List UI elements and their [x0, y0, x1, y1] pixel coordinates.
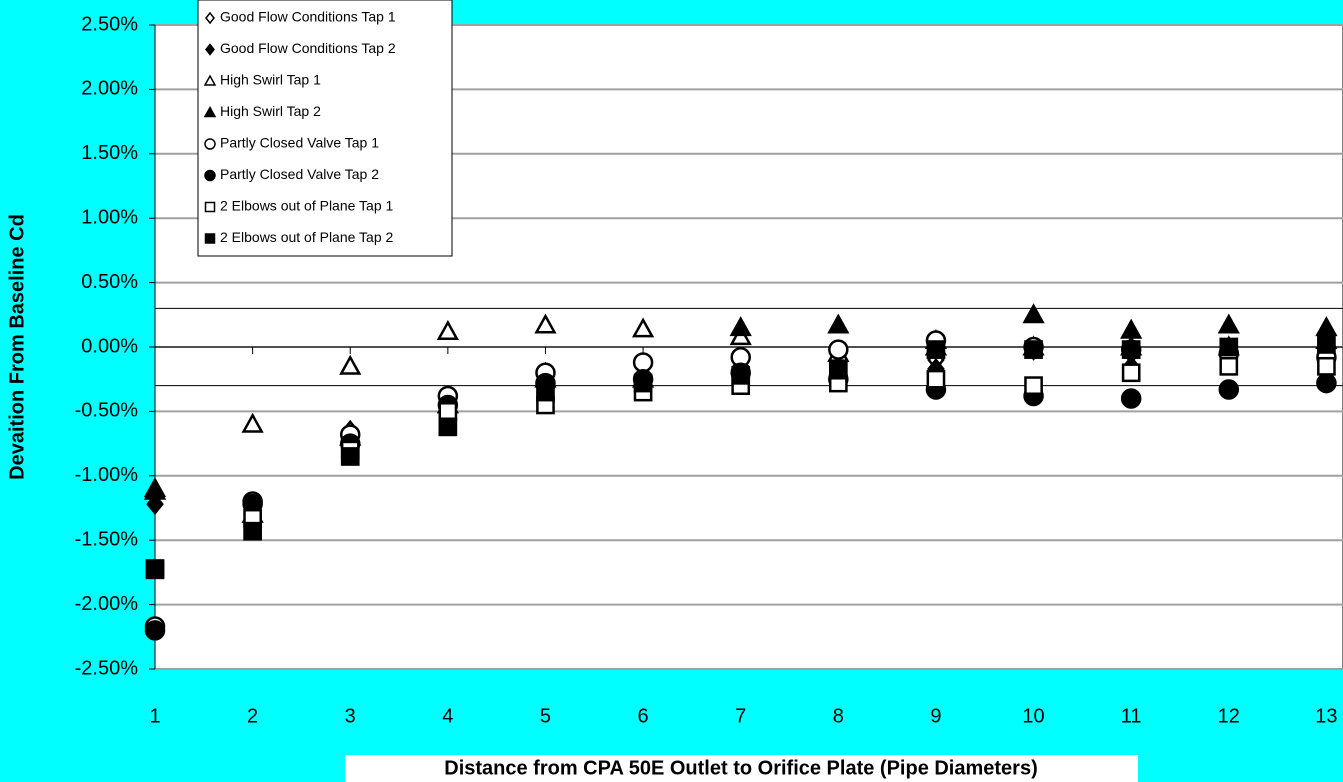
marker	[1219, 337, 1239, 357]
marker	[1317, 335, 1336, 354]
y-tick-label: 1.00%	[81, 206, 138, 228]
legend-label: Good Flow Conditions Tap 2	[220, 40, 396, 56]
legend-label: High Swirl Tap 1	[220, 72, 321, 88]
marker	[1219, 356, 1239, 376]
marker	[241, 412, 264, 433]
x-tick-label: 9	[930, 705, 941, 727]
marker	[1024, 340, 1043, 359]
legend-box	[197, 0, 453, 257]
marker	[243, 521, 262, 541]
y-tick-label: 2.50%	[81, 13, 138, 35]
x-tick-label: 11	[1121, 705, 1142, 727]
x-tick-label: 8	[833, 705, 844, 727]
x-tick-label: 6	[638, 705, 649, 727]
marker	[1217, 313, 1240, 334]
y-axis-title: Devaition From Baseline Cd	[6, 214, 28, 480]
marker	[205, 43, 215, 56]
marker	[1022, 303, 1045, 324]
marker	[438, 417, 458, 437]
marker	[1316, 372, 1337, 394]
x-tick-label: 5	[540, 705, 551, 727]
y-tick-label: -1.50%	[75, 528, 139, 550]
marker	[536, 382, 555, 402]
marker	[632, 352, 654, 373]
marker	[1218, 379, 1240, 400]
legend-label: Partly Closed Valve Tap 1	[220, 135, 379, 151]
marker	[204, 138, 216, 150]
marker	[143, 479, 167, 500]
y-tick-label: -1.00%	[75, 464, 139, 486]
x-axis-title: Distance from CPA 50E Outlet to Orifice …	[444, 757, 1038, 779]
legend-label: High Swirl Tap 2	[220, 103, 321, 119]
legend-label: Partly Closed Valve Tap 2	[220, 166, 379, 182]
marker	[631, 317, 655, 338]
legend: Good Flow Conditions Tap 1 Good Flow Cond…	[197, 0, 453, 257]
x-tick-label: 10	[1022, 705, 1044, 727]
marker	[827, 313, 850, 334]
x-tick-label: 12	[1218, 705, 1240, 727]
y-tick-label: -0.50%	[75, 400, 139, 422]
marker	[729, 316, 752, 337]
marker	[1317, 356, 1336, 376]
marker	[339, 354, 362, 375]
x-tick-label: 1	[149, 705, 160, 727]
y-tick-label: -2.00%	[75, 593, 139, 615]
marker	[1121, 340, 1141, 359]
marker	[438, 402, 458, 421]
marker	[828, 339, 849, 360]
legend-label: 2 Elbows out of Plane Tap 2	[220, 229, 394, 245]
grid: -2.50% -2.00% -1.50% -1.00% -0.50% 0.00% 0.50%…	[75, 13, 1343, 727]
x-tick-label: 3	[345, 705, 356, 727]
marker	[633, 373, 653, 393]
marker	[828, 360, 848, 380]
y-tick-label: -2.50%	[75, 657, 139, 679]
marker	[204, 169, 216, 182]
marks	[143, 303, 1338, 641]
marker	[203, 105, 217, 118]
marker	[1121, 363, 1141, 383]
marker	[203, 74, 217, 86]
legend-label: Good Flow Conditions Tap 1	[220, 9, 396, 25]
x-tick-label: 13	[1315, 705, 1337, 727]
marker	[731, 365, 751, 385]
marker	[1315, 316, 1338, 337]
marker	[1120, 388, 1142, 409]
marker	[146, 493, 164, 516]
x-label-box	[345, 755, 1138, 782]
marker	[436, 319, 459, 340]
marker	[534, 313, 557, 334]
y-tick-label: 0.00%	[81, 335, 138, 357]
marker	[926, 340, 946, 359]
y-tick-label: 1.50%	[81, 142, 138, 164]
x-tick-label: 7	[735, 705, 746, 727]
marker	[204, 233, 216, 244]
y-tick-label: 0.50%	[81, 271, 138, 293]
marker	[205, 11, 215, 25]
marker	[144, 620, 166, 641]
marker	[204, 201, 216, 213]
x-tick-label: 4	[442, 705, 453, 727]
y-tick-label: 2.00%	[81, 78, 138, 100]
legend-label: 2 Elbows out of Plane Tap 1	[220, 198, 394, 214]
marker	[145, 560, 165, 580]
marker	[1024, 376, 1043, 395]
marker	[926, 369, 946, 389]
marker	[340, 447, 360, 466]
x-tick-label: 2	[247, 705, 258, 727]
marker	[1120, 318, 1143, 339]
